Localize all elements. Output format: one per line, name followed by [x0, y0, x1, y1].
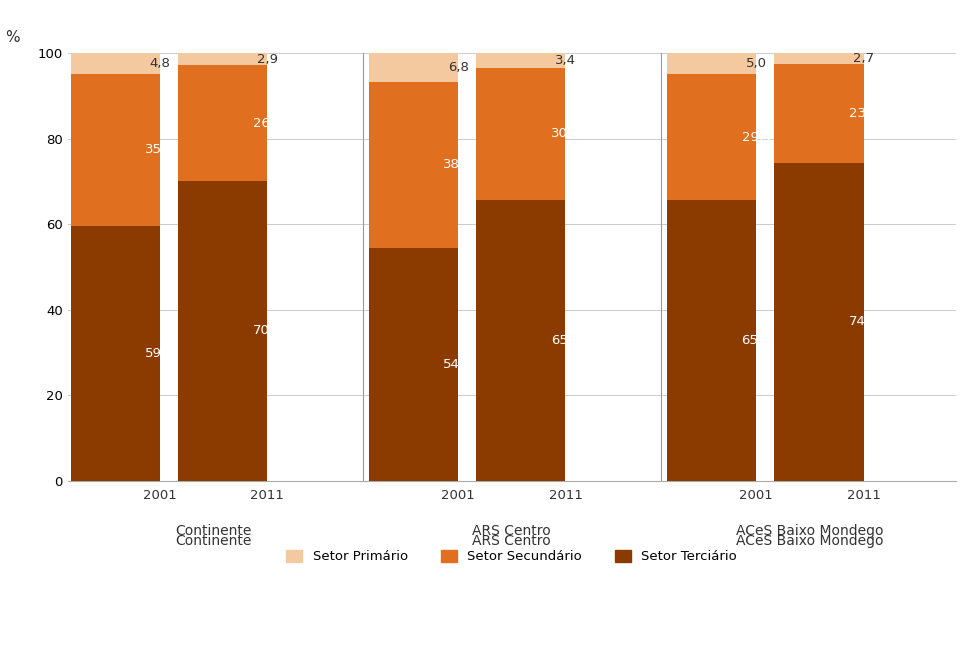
Text: 23,0: 23,0	[849, 107, 879, 120]
Bar	[71, 226, 160, 481]
Text: ACeS Baixo Mondego: ACeS Baixo Mondego	[736, 524, 884, 538]
Text: 54,5: 54,5	[444, 358, 473, 371]
Text: Continente: Continente	[176, 534, 251, 548]
Text: 38,7: 38,7	[444, 158, 473, 171]
Bar	[71, 53, 160, 74]
Bar	[71, 74, 160, 226]
Text: 59,7: 59,7	[146, 347, 175, 360]
Text: 2,9: 2,9	[257, 53, 278, 66]
Text: 29,3: 29,3	[742, 130, 771, 143]
Bar	[774, 53, 863, 64]
Bar	[369, 53, 458, 82]
Bar	[178, 181, 267, 481]
Bar	[667, 74, 756, 200]
Text: 74,4: 74,4	[849, 316, 879, 329]
Text: Continente: Continente	[176, 524, 251, 538]
Text: 65,7: 65,7	[551, 334, 581, 347]
Bar	[369, 248, 458, 481]
Text: ACeS Baixo Mondego: ACeS Baixo Mondego	[736, 534, 884, 548]
Text: %: %	[6, 29, 20, 44]
Bar	[476, 200, 565, 481]
Text: 3,4: 3,4	[555, 54, 576, 67]
Text: 26,9: 26,9	[252, 117, 283, 130]
Text: 5,0: 5,0	[746, 57, 767, 70]
Text: 4,8: 4,8	[150, 57, 171, 70]
Bar	[774, 64, 863, 162]
Bar	[774, 162, 863, 481]
Bar	[178, 53, 267, 65]
Text: 30,9: 30,9	[551, 127, 581, 140]
Bar	[667, 200, 756, 481]
Text: ARS Centro: ARS Centro	[473, 524, 552, 538]
Bar	[667, 53, 756, 74]
Text: 35,5: 35,5	[146, 143, 175, 156]
Text: 65,7: 65,7	[742, 334, 771, 347]
Text: 2,7: 2,7	[854, 52, 874, 65]
Text: 70,2: 70,2	[252, 324, 283, 337]
Text: ARS Centro: ARS Centro	[473, 534, 552, 548]
Bar	[476, 53, 565, 68]
Bar	[476, 68, 565, 200]
Bar	[369, 82, 458, 248]
Bar	[178, 65, 267, 181]
Legend: Setor Primário, Setor Secundário, Setor Terciário: Setor Primário, Setor Secundário, Setor …	[282, 544, 743, 569]
Text: 6,8: 6,8	[448, 61, 469, 74]
